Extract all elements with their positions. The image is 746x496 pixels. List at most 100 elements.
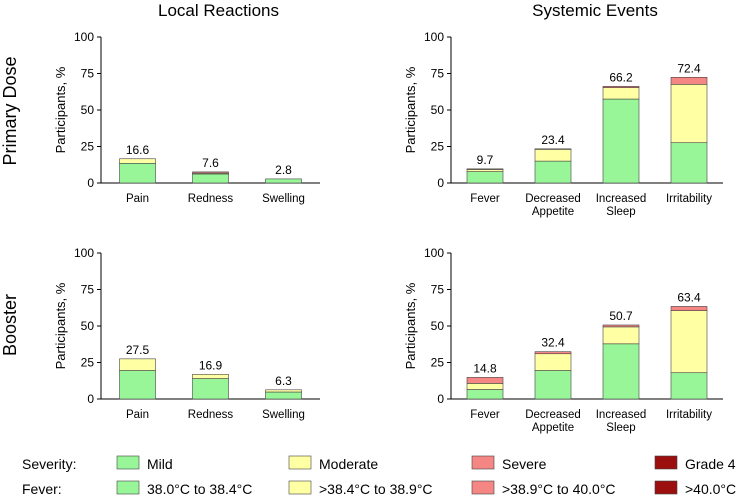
y-tick-label: 100 [424,246,444,260]
x-tick-label: Redness [188,193,234,205]
chart-panel-booster-systemic: 0 25 50 75 100 Participants, % 14.8 Fever 32.4 De… [403,246,723,434]
bar-segment-severe [534,351,572,355]
bar-total-label: 6.3 [275,374,292,388]
x-tick-label: Fever [470,193,500,205]
bar-segment-mild [192,173,229,184]
x-tick-label: Increased Sleep [596,409,647,434]
row-label-primary-dose: Primary Dose [0,56,20,165]
x-tick-label: Decreased Appetite [525,193,581,218]
legend-item-label: >38.4°C to 38.9°C [319,481,433,496]
chart-title: Local Reactions [158,1,279,20]
x-tick-label: Decreased Appetite [525,409,581,434]
y-tick-label: 75 [431,283,445,297]
bar-total-label: 16.9 [199,358,223,372]
bar-total-label: 66.2 [609,70,633,84]
bar-segment-severe [670,76,708,85]
y-tick-label: 25 [81,356,95,370]
legend-item-label: Mild [147,456,173,472]
x-tick-label: Swelling [262,409,305,421]
x-tick-label: Swelling [262,193,305,205]
bar-segment-moderate [119,158,156,164]
chart-title: Systemic Events [532,1,658,20]
bar-total-label: 50.7 [609,309,633,323]
legend-swatch [116,480,140,495]
bar-segment-moderate [265,389,302,393]
y-tick-label: 0 [437,176,444,190]
bar-total-label: 14.8 [473,361,497,375]
bar-segment-severe [466,377,504,384]
legend-fever-label: Fever: [22,481,62,496]
y-tick-label: 0 [437,392,444,406]
legend-item-label: Severe [502,456,547,472]
bar-segment-severe [466,168,504,170]
y-tick-label: 100 [424,30,444,44]
legend-swatch [654,455,678,470]
legend-swatch [116,455,140,470]
y-tick-label: 50 [81,103,95,117]
y-tick-label: 100 [74,30,94,44]
bar-segment-moderate [534,148,572,162]
y-tick-label: 100 [74,246,94,260]
legend: Severity: Fever: Mild Moderate Severe Grade 4… [22,455,736,496]
bar-segment-moderate [119,358,156,371]
x-tick-label: Increased Sleep [596,193,647,218]
y-tick-label: 75 [431,67,445,81]
bar-segment-severe [602,324,640,328]
legend-item-label: 38.0°C to 38.4°C [147,481,252,496]
chart-panel-primary-local: Local Reactions 0 25 50 75 100 Participants, %… [53,1,320,205]
legend-item-label: >40.0°C [685,481,736,496]
bar-segment-mild [119,162,156,184]
x-tick-label: Irritability [666,193,712,205]
y-axis-label: Participants, % [53,66,68,153]
bar-segment-moderate [670,84,708,144]
legend-swatch [654,480,678,495]
bar-segment-mild [119,370,156,400]
bar-segment-mild [602,98,640,184]
bar-segment-mild [192,378,229,400]
bar-total-label: 72.4 [677,61,701,75]
legend-swatch [471,480,495,495]
legend-severity-label: Severity: [22,456,76,472]
bar-total-label: 27.5 [126,343,150,357]
bar-segment-severe [534,148,572,150]
legend-swatch [288,480,312,495]
y-tick-label: 25 [431,356,445,370]
x-tick-label: Irritability [666,409,712,421]
bar-segment-severe [670,306,708,311]
x-tick-label: Pain [126,193,149,205]
y-tick-label: 50 [431,103,445,117]
bar-segment-severe [192,171,229,174]
bar-segment-moderate [466,383,504,390]
bar-segment-moderate [670,310,708,374]
y-tick-label: 75 [81,283,95,297]
bar-segment-mild [602,343,640,400]
bar-total-label: 7.6 [202,156,219,170]
bar-segment-mild [534,160,572,184]
chart-panel-primary-systemic: Systemic Events 0 25 50 75 100 Participants, %… [403,1,723,218]
bar-segment-severe [602,86,640,88]
bar-total-label: 63.4 [677,290,701,304]
legend-item-label: >38.9°C to 40.0°C [502,481,616,496]
y-tick-label: 0 [87,392,94,406]
bar-segment-mild [670,142,708,184]
x-tick-label: Pain [126,409,149,421]
legend-swatch [471,455,495,470]
bar-segment-moderate [466,169,504,172]
legend-item-label: Grade 4 [685,456,736,472]
bar-total-label: 9.7 [477,153,494,167]
y-tick-label: 25 [81,140,95,154]
y-axis-label: Participants, % [403,66,418,153]
x-tick-label: Redness [188,409,234,421]
bar-segment-mild [265,391,302,400]
x-tick-label: Fever [470,409,500,421]
legend-swatch [288,455,312,470]
legend-item-label: Moderate [319,456,378,472]
bar-total-label: 16.6 [126,143,150,157]
bar-segment-moderate [602,326,640,345]
y-tick-label: 50 [81,319,95,333]
bar-segment-mild [670,372,708,400]
bar-segment-mild [466,171,504,184]
bar-segment-mild [534,370,572,400]
bar-segment-mild [265,178,302,184]
